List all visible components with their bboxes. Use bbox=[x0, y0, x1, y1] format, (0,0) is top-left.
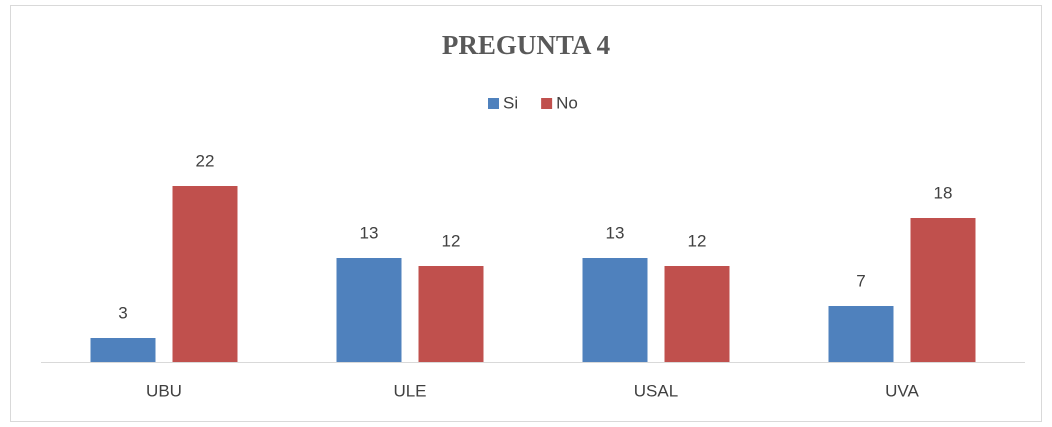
legend-swatch bbox=[488, 98, 499, 109]
data-label: 18 bbox=[934, 183, 953, 202]
data-label: 13 bbox=[606, 223, 625, 242]
data-label: 22 bbox=[196, 151, 215, 170]
bar bbox=[90, 338, 156, 362]
bar bbox=[172, 186, 238, 362]
data-label: 3 bbox=[118, 303, 127, 322]
bar bbox=[828, 306, 894, 362]
bar bbox=[664, 266, 730, 362]
bar bbox=[910, 218, 976, 362]
x-tick-label: ULE bbox=[393, 381, 426, 400]
x-tick-label: USAL bbox=[634, 381, 678, 400]
bar bbox=[582, 258, 648, 362]
legend-label: No bbox=[556, 93, 578, 112]
x-tick-label: UVA bbox=[885, 381, 919, 400]
legend-label: Si bbox=[503, 93, 518, 112]
bar bbox=[418, 266, 484, 362]
chart-title: PREGUNTA 4 bbox=[442, 30, 610, 60]
data-label: 12 bbox=[442, 231, 461, 250]
data-label: 12 bbox=[688, 231, 707, 250]
data-label: 13 bbox=[360, 223, 379, 242]
legend-swatch bbox=[541, 98, 553, 109]
bar bbox=[336, 258, 402, 362]
x-tick-label: UBU bbox=[146, 381, 182, 400]
data-label: 7 bbox=[856, 271, 865, 290]
